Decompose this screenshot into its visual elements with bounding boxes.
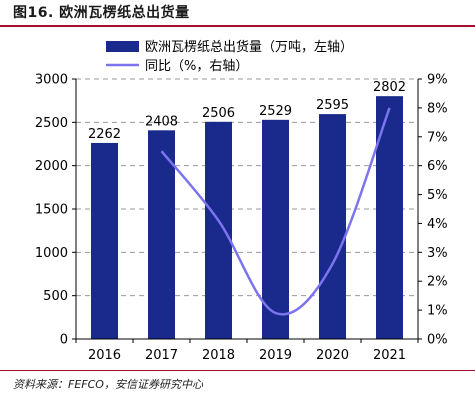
- bar-label-2017: 2408: [145, 114, 178, 129]
- bar-2019: [262, 119, 289, 339]
- bar-2018: [205, 121, 232, 340]
- y-right-tick-label: 5%: [427, 188, 448, 203]
- y-right-tick-label: 9%: [427, 73, 448, 88]
- x-tick-label-2021: 2021: [373, 348, 406, 363]
- bar-label-2020: 2595: [316, 98, 349, 113]
- x-axis: 2016 2017 2018 2019 2020 2021: [75, 339, 419, 363]
- x-tick-label-2017: 2017: [145, 348, 178, 363]
- bar-2016: [91, 142, 118, 339]
- source-note: 资料来源：FEFCO，安信证券研究中心: [13, 378, 203, 391]
- source-rule: [0, 370, 475, 371]
- y-left-tick-label: 1000: [35, 246, 68, 261]
- legend-line-label: 同比（%，右轴）: [145, 59, 248, 74]
- bar-2017: [148, 130, 175, 339]
- y-right-tick-label: 8%: [427, 101, 448, 116]
- grid-lines: [76, 78, 418, 297]
- y-left-tick-label: 2500: [35, 116, 68, 131]
- y-right-tick-label: 2%: [427, 275, 448, 290]
- legend-bar-label: 欧洲瓦楞纸总出货量（万吨，左轴）: [145, 39, 353, 55]
- bar-label-2016: 2262: [88, 127, 121, 142]
- chart: 2262 2408 2506 2529 2595 2802 0 500 1000 1500 200…: [35, 39, 448, 363]
- title-rule: [0, 25, 475, 27]
- y-left-tick-label: 3000: [35, 73, 68, 88]
- bar-data-labels: 2262 2408 2506 2529 2595 2802: [88, 80, 406, 142]
- y-left-tick-label: 500: [43, 289, 68, 304]
- line-series: [160, 107, 391, 316]
- y-right-tick-label: 6%: [427, 159, 448, 174]
- y-right-tick-label: 0%: [427, 333, 448, 348]
- y-left-tick-label: 0: [60, 333, 68, 348]
- x-tick-label-2018: 2018: [202, 348, 235, 363]
- legend: 欧洲瓦楞纸总出货量（万吨，左轴） 同比（%，右轴）: [106, 39, 353, 74]
- y-right-tick-label: 7%: [427, 130, 448, 145]
- y-left-tick-label: 1500: [35, 203, 68, 218]
- x-tick-label-2019: 2019: [259, 348, 292, 363]
- yoy-line: [160, 107, 391, 316]
- y-right-tick-label: 1%: [427, 304, 448, 319]
- x-tick-label-2016: 2016: [88, 348, 121, 363]
- bar-2020: [319, 114, 346, 339]
- y-left-tick-label: 2000: [35, 159, 68, 174]
- bar-label-2021: 2802: [373, 80, 406, 95]
- y-right-tick-label: 3%: [427, 246, 448, 261]
- y-axis-right: 0% 1% 2% 3% 4% 5% 6% 7% 8% 9%: [418, 73, 448, 348]
- legend-bar-swatch: [106, 41, 139, 52]
- y-axis-left: 0 500 1000 1500 2000 2500 3000: [35, 73, 76, 348]
- x-tick-label-2020: 2020: [316, 348, 349, 363]
- y-right-tick-label: 4%: [427, 217, 448, 232]
- bar-label-2018: 2506: [202, 106, 235, 121]
- bar-series: [91, 96, 403, 340]
- figure-title: 图16. 欧洲瓦楞纸总出货量: [13, 5, 190, 21]
- bar-label-2019: 2529: [259, 104, 292, 119]
